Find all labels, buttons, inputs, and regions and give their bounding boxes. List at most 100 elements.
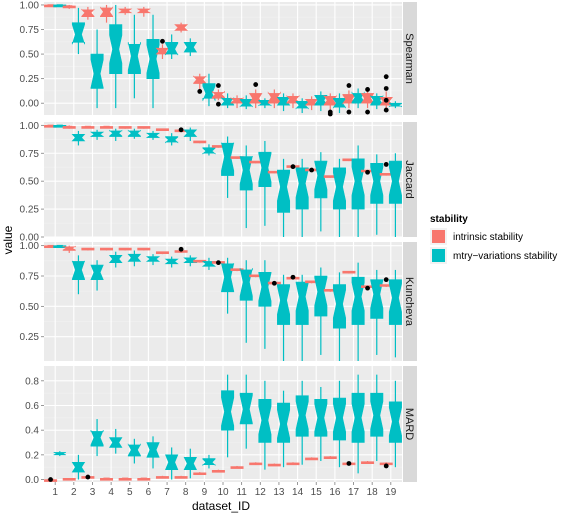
y-tick-label: 0.00 — [20, 233, 40, 244]
y-axis-title: value — [1, 225, 15, 254]
panels-layer: 0.00 0.25 0.50 0.75 1.00 Spearman 0.00 0.25 0.50… — [20, 0, 417, 486]
mtry-box-19-box — [388, 279, 402, 325]
facet-strip-label: Kuncheva — [403, 277, 415, 327]
x-tick-label: 14 — [292, 487, 304, 498]
outlier-point — [383, 107, 389, 113]
x-tick-label: 13 — [273, 487, 285, 498]
facet-strip-label: Spearman — [403, 33, 415, 84]
legend-title: stability — [430, 214, 468, 225]
mtry-box-2-box — [71, 22, 85, 45]
x-tick-label: 1 — [52, 487, 58, 498]
x-tick-label: 18 — [367, 487, 379, 498]
outlier-point — [383, 277, 389, 283]
outlier-point — [253, 82, 259, 87]
legend-key-intrinsic — [432, 230, 445, 243]
mtry-box-10-box — [221, 142, 235, 176]
outlier-point — [346, 461, 352, 466]
legend-label-mtry: mtry−variations stability — [453, 251, 557, 262]
legend-label-intrinsic: intrinsic stability — [453, 232, 523, 243]
y-tick-label: 0.6 — [25, 401, 39, 412]
mtry-box-11-box — [239, 155, 253, 191]
x-tick-label: 5 — [127, 487, 133, 498]
legend-key-mtry — [432, 249, 445, 262]
facet-strip-label: Jaccard — [403, 160, 415, 199]
y-tick-label: 0.50 — [20, 302, 40, 313]
y-tick-label: 0.75 — [20, 272, 40, 283]
y-tick-label: 0.50 — [20, 50, 40, 61]
outlier-point — [178, 127, 184, 133]
outlier-point — [365, 87, 370, 92]
legend: stability intrinsic stability mtry−varia… — [430, 214, 557, 264]
mtry-box-17-box — [351, 276, 365, 325]
outlier-point — [271, 280, 277, 286]
y-tick-label: 1.00 — [20, 0, 40, 11]
mtry-box-10-box — [221, 390, 235, 431]
facet-strip — [403, 242, 417, 361]
x-tick-label: 17 — [348, 487, 360, 498]
y-tick-label: 0.25 — [20, 332, 40, 343]
panel-mard: 0.0 0.2 0.4 0.6 0.8 MARD — [25, 366, 417, 486]
y-tick-label: 0.00 — [20, 99, 40, 110]
x-tick-label: 15 — [311, 487, 323, 498]
y-tick-label: 0.0 — [25, 475, 39, 486]
x-tick-label: 19 — [385, 487, 397, 498]
facet-strip — [403, 366, 417, 482]
x-tick-label: 6 — [146, 487, 152, 498]
y-tick-label: 0.8 — [25, 376, 39, 387]
mtry-box-14-box — [295, 281, 309, 325]
mtry-box-13-box — [277, 169, 291, 213]
outlier-point — [290, 274, 296, 280]
y-tick-label: 0.25 — [20, 74, 40, 85]
outlier-point — [216, 260, 221, 266]
outlier-point — [85, 474, 91, 480]
outlier-point — [365, 285, 370, 291]
outlier-point — [197, 89, 203, 94]
x-tick-label: 8 — [183, 487, 189, 498]
x-axis: 1 2 3 4 5 6 7 8 9 10 11 12 13 14 15 16 17 18 19 — [52, 482, 397, 498]
y-tick-label: 1.00 — [20, 241, 40, 252]
facet-strip — [403, 2, 417, 115]
y-tick-label: 0.25 — [20, 205, 40, 216]
panel-jaccard: 0.00 0.25 0.50 0.75 1.00 Jaccard — [20, 121, 417, 244]
y-tick-label: 1.00 — [20, 121, 40, 132]
outlier-point — [346, 83, 352, 88]
x-tick-label: 12 — [255, 487, 267, 498]
y-tick-label: 0.4 — [25, 426, 39, 437]
x-axis-title: dataset_ID — [192, 499, 250, 513]
mtry-box-14-box — [295, 167, 309, 210]
panel-kuncheva: 0.25 0.50 0.75 1.00 Kuncheva — [20, 241, 417, 361]
outlier-point — [290, 164, 296, 170]
outlier-point — [365, 109, 370, 115]
x-tick-label: 4 — [108, 487, 114, 498]
outlier-point — [346, 109, 352, 115]
x-tick-label: 9 — [202, 487, 208, 498]
outlier-point — [216, 83, 221, 88]
mtry-box-15-box — [314, 160, 328, 199]
mtry-box-18-box — [370, 279, 384, 319]
outlier-point — [383, 86, 389, 91]
panel-spearman: 0.00 0.25 0.50 0.75 1.00 Spearman — [20, 0, 417, 117]
mtry-box-5-box — [127, 41, 141, 75]
mtry-box-16-box — [332, 397, 346, 441]
outlier-point — [365, 169, 370, 175]
mtry-box-12-box — [258, 272, 272, 307]
outlier-point — [327, 111, 333, 117]
mtry-box-15-box — [314, 275, 328, 317]
y-tick-label: 0.75 — [20, 25, 40, 36]
x-tick-label: 10 — [217, 487, 229, 498]
outlier-point — [383, 74, 389, 80]
outlier-point — [178, 246, 184, 252]
mtry-box-12-box — [258, 151, 272, 188]
mtry-box-19-box — [388, 160, 402, 204]
facet-strip-label: MARD — [403, 408, 415, 440]
outlier-point — [383, 463, 389, 469]
outlier-point — [216, 101, 221, 107]
mtry-box-16-box — [332, 284, 346, 329]
outlier-point — [309, 167, 315, 173]
y-tick-label: 0.75 — [20, 149, 40, 160]
outlier-point — [160, 38, 165, 44]
x-tick-label: 2 — [71, 487, 77, 498]
x-tick-label: 3 — [90, 487, 96, 498]
mtry-box-13-box — [277, 402, 291, 443]
